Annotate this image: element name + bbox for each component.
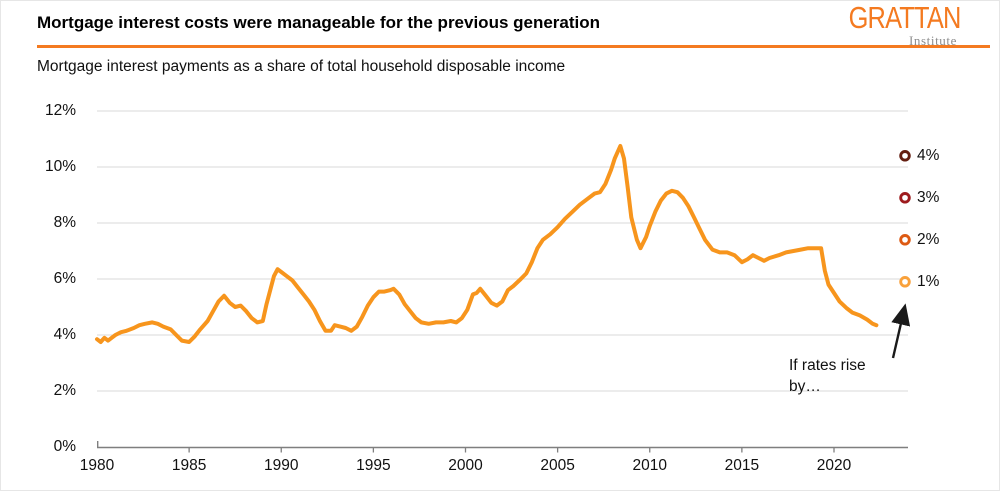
- grattan-logo-institute: Institute: [908, 33, 957, 48]
- page-title: Mortgage interest costs were manageable …: [37, 13, 601, 32]
- y-axis-label-12%: 12%: [44, 102, 76, 119]
- rate-rise-label-2%: 2%: [917, 230, 940, 248]
- annotation-line-1: If rates rise: [789, 357, 866, 374]
- grattan-logo: GRATTAN Institute: [824, 0, 962, 48]
- x-axis-label-2005: 2005: [540, 457, 575, 474]
- rate-rise-marker-3%: [899, 192, 911, 204]
- x-axis-label-1990: 1990: [264, 457, 299, 474]
- x-axis-label-2015: 2015: [724, 457, 760, 474]
- x-axis-label-1985: 1985: [171, 457, 207, 474]
- x-axis-label-2020: 2020: [816, 457, 852, 474]
- x-axis-label-2000: 2000: [448, 457, 483, 474]
- y-axis-label-10%: 10%: [44, 158, 76, 175]
- y-axis-label-4%: 4%: [53, 326, 76, 343]
- x-axis-label-2010: 2010: [632, 457, 667, 474]
- y-axis-label-0%: 0%: [53, 438, 76, 455]
- header-accent-rule: [37, 45, 990, 48]
- x-axis-label-1995: 1995: [356, 457, 391, 474]
- chart-subtitle: Mortgage interest payments as a share of…: [37, 58, 566, 75]
- grattan-logo-wordmark: GRATTAN: [849, 0, 962, 35]
- rate-rise-label-3%: 3%: [917, 188, 940, 206]
- rate-rise-marker-2%: [899, 234, 911, 246]
- rate-rise-label-1%: 1%: [917, 272, 940, 290]
- rate-rise-label-4%: 4%: [917, 146, 940, 164]
- y-axis-label-6%: 6%: [53, 270, 76, 287]
- rate-rise-markers: [899, 150, 911, 288]
- rate-rise-marker-4%: [899, 150, 911, 162]
- annotation-line-2: by…: [789, 378, 821, 395]
- axis-ticks: [188, 447, 835, 453]
- gridlines: [97, 110, 908, 392]
- rate-rise-marker-1%: [899, 276, 911, 288]
- y-axis-label-8%: 8%: [53, 214, 76, 231]
- annotation-arrow: [891, 303, 911, 359]
- y-axis-label-2%: 2%: [53, 382, 76, 399]
- mortgage-interest-line: [95, 144, 879, 344]
- x-axis-label-1980: 1980: [79, 457, 115, 474]
- annotation-if-rates-rise: If rates rise by…: [789, 355, 866, 397]
